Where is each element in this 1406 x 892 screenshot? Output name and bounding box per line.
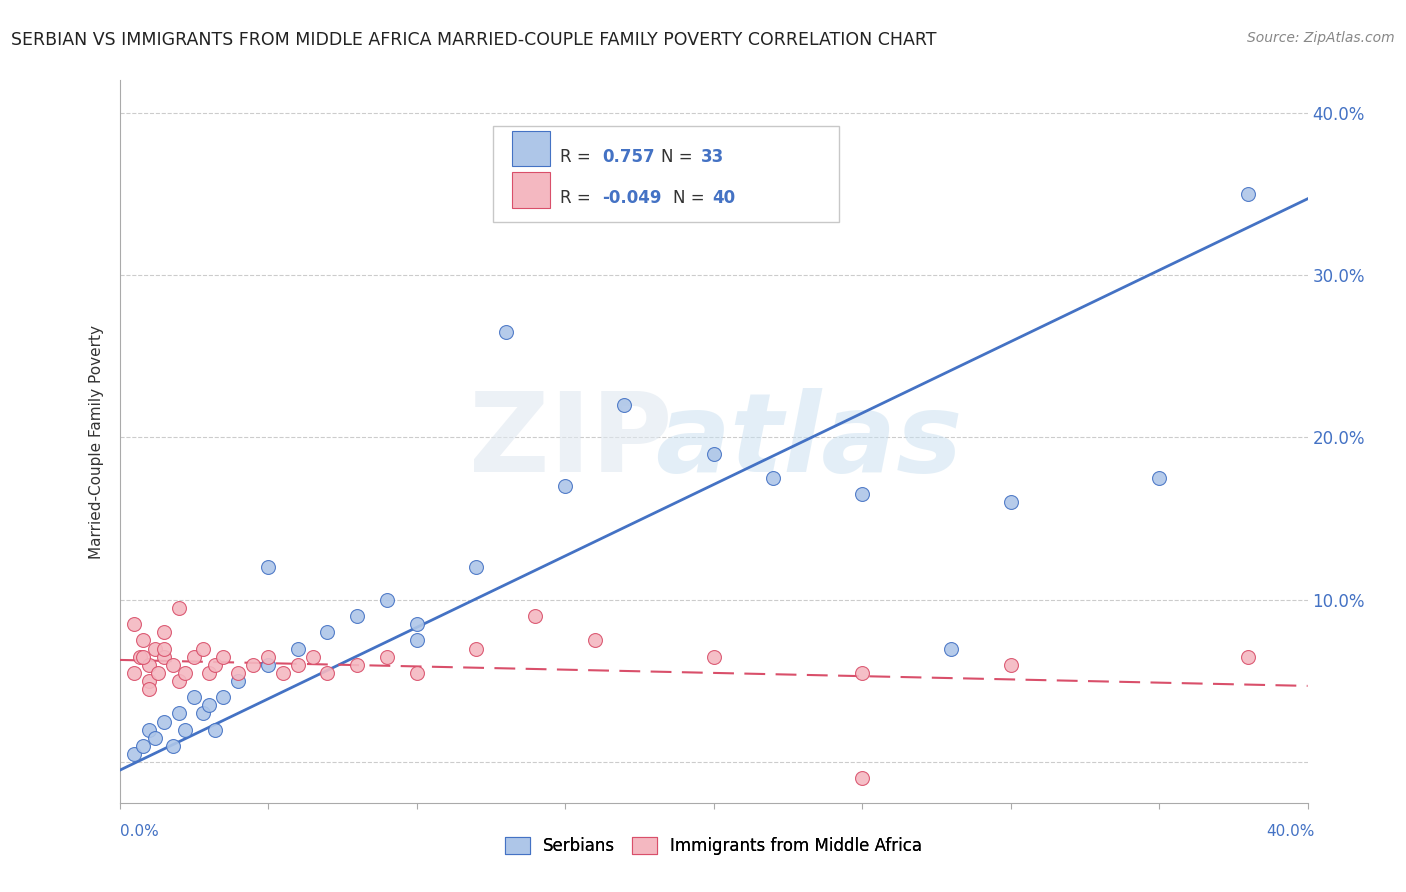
Point bbox=[851, 487, 873, 501]
Point bbox=[228, 665, 250, 680]
Point bbox=[212, 649, 235, 664]
Point bbox=[228, 673, 250, 688]
Y-axis label: Married-Couple Family Poverty: Married-Couple Family Poverty bbox=[89, 325, 104, 558]
Point bbox=[146, 665, 169, 680]
Point bbox=[212, 690, 235, 705]
Point bbox=[138, 673, 160, 688]
Point bbox=[524, 609, 547, 624]
Point bbox=[138, 682, 160, 697]
Point bbox=[191, 641, 214, 656]
Point bbox=[316, 665, 339, 680]
Point bbox=[851, 772, 873, 786]
Point bbox=[375, 592, 398, 607]
Point bbox=[257, 560, 280, 574]
Text: 33: 33 bbox=[700, 147, 724, 166]
Point bbox=[405, 633, 427, 648]
Text: R =: R = bbox=[560, 189, 591, 207]
Point bbox=[1147, 471, 1170, 485]
Point bbox=[375, 649, 398, 664]
Point bbox=[191, 706, 214, 721]
Point bbox=[287, 641, 309, 656]
Point bbox=[762, 471, 785, 485]
Text: N =: N = bbox=[661, 147, 693, 166]
Point bbox=[167, 706, 190, 721]
Point bbox=[162, 657, 184, 672]
Point bbox=[1237, 649, 1260, 664]
Point bbox=[464, 641, 488, 656]
Point bbox=[153, 625, 176, 640]
Point bbox=[941, 641, 963, 656]
Point bbox=[153, 714, 176, 729]
Point bbox=[1000, 657, 1022, 672]
Point bbox=[197, 698, 219, 713]
Text: ZIP: ZIP bbox=[470, 388, 672, 495]
Point bbox=[851, 665, 873, 680]
Point bbox=[143, 641, 166, 656]
Point bbox=[405, 665, 427, 680]
Point bbox=[703, 649, 725, 664]
Point bbox=[257, 657, 280, 672]
Point bbox=[132, 633, 155, 648]
Point bbox=[346, 657, 368, 672]
Text: R =: R = bbox=[560, 147, 591, 166]
Point bbox=[554, 479, 576, 493]
Point bbox=[204, 657, 226, 672]
Point bbox=[124, 665, 146, 680]
Point bbox=[167, 601, 190, 615]
Point bbox=[173, 723, 195, 737]
Point bbox=[1000, 495, 1022, 509]
Point bbox=[346, 609, 368, 624]
Point bbox=[132, 739, 155, 753]
Point bbox=[183, 649, 205, 664]
Point bbox=[1237, 186, 1260, 201]
Point bbox=[143, 731, 166, 745]
Point bbox=[124, 617, 146, 632]
Point bbox=[167, 673, 190, 688]
Point bbox=[124, 747, 146, 761]
Point bbox=[613, 398, 636, 412]
Point bbox=[405, 617, 427, 632]
Point bbox=[138, 723, 160, 737]
Point bbox=[197, 665, 219, 680]
Text: 0.0%: 0.0% bbox=[120, 824, 159, 838]
Text: atlas: atlas bbox=[655, 388, 962, 495]
Point bbox=[703, 447, 725, 461]
Point bbox=[583, 633, 606, 648]
Text: 40: 40 bbox=[711, 189, 735, 207]
Point bbox=[257, 649, 280, 664]
Text: SERBIAN VS IMMIGRANTS FROM MIDDLE AFRICA MARRIED-COUPLE FAMILY POVERTY CORRELATI: SERBIAN VS IMMIGRANTS FROM MIDDLE AFRICA… bbox=[11, 31, 936, 49]
Point bbox=[162, 739, 184, 753]
Point bbox=[271, 665, 294, 680]
Point bbox=[132, 649, 155, 664]
Text: Source: ZipAtlas.com: Source: ZipAtlas.com bbox=[1247, 31, 1395, 45]
Point bbox=[129, 649, 152, 664]
Point bbox=[242, 657, 264, 672]
Legend: Serbians, Immigrants from Middle Africa: Serbians, Immigrants from Middle Africa bbox=[496, 829, 931, 863]
Point bbox=[287, 657, 309, 672]
Point bbox=[153, 641, 176, 656]
Text: 40.0%: 40.0% bbox=[1267, 824, 1315, 838]
Point bbox=[204, 723, 226, 737]
Point bbox=[316, 625, 339, 640]
Point bbox=[138, 657, 160, 672]
Point bbox=[301, 649, 323, 664]
Text: 0.757: 0.757 bbox=[602, 147, 655, 166]
Point bbox=[495, 325, 517, 339]
Point bbox=[173, 665, 195, 680]
Point bbox=[183, 690, 205, 705]
Point bbox=[464, 560, 488, 574]
Text: -0.049: -0.049 bbox=[602, 189, 662, 207]
Text: N =: N = bbox=[672, 189, 704, 207]
Point bbox=[153, 649, 176, 664]
